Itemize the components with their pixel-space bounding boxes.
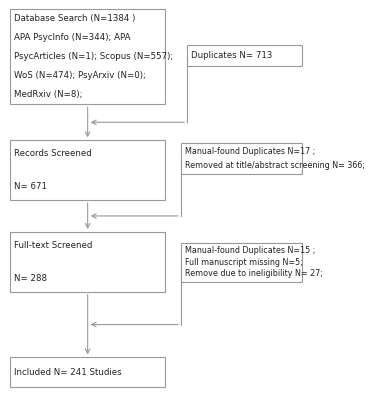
Bar: [187, 44, 302, 66]
Text: APA PsycInfo (N=344); APA: APA PsycInfo (N=344); APA: [14, 33, 131, 42]
Text: Included N= 241 Studies: Included N= 241 Studies: [14, 368, 122, 377]
Text: Full-text Screened: Full-text Screened: [14, 240, 92, 250]
Text: Database Search (N=1384 ): Database Search (N=1384 ): [14, 14, 135, 23]
Bar: [10, 232, 165, 292]
Bar: [181, 243, 302, 282]
Text: Removed at title/abstract screening N= 366;: Removed at title/abstract screening N= 3…: [185, 161, 365, 170]
Text: MedRxiv (N=8);: MedRxiv (N=8);: [14, 90, 83, 99]
Text: Remove due to ineligibility N= 27;: Remove due to ineligibility N= 27;: [185, 270, 323, 278]
Text: N= 288: N= 288: [14, 274, 47, 283]
Text: Duplicates N= 713: Duplicates N= 713: [191, 51, 272, 60]
Text: Manual-found Duplicates N=17 ;: Manual-found Duplicates N=17 ;: [185, 147, 315, 156]
Text: Manual-found Duplicates N=15 ;: Manual-found Duplicates N=15 ;: [185, 246, 315, 255]
Text: WoS (N=474); PsyArxiv (N=0);: WoS (N=474); PsyArxiv (N=0);: [14, 71, 146, 80]
Text: PsycArticles (N=1); Scopus (N=557);: PsycArticles (N=1); Scopus (N=557);: [14, 52, 173, 61]
Text: Records Screened: Records Screened: [14, 149, 92, 158]
Bar: [10, 358, 165, 387]
Bar: [181, 143, 302, 174]
Text: Full manuscript missing N=5;: Full manuscript missing N=5;: [185, 258, 303, 267]
Bar: [10, 9, 165, 104]
Text: N= 671: N= 671: [14, 182, 47, 191]
Bar: [10, 140, 165, 200]
